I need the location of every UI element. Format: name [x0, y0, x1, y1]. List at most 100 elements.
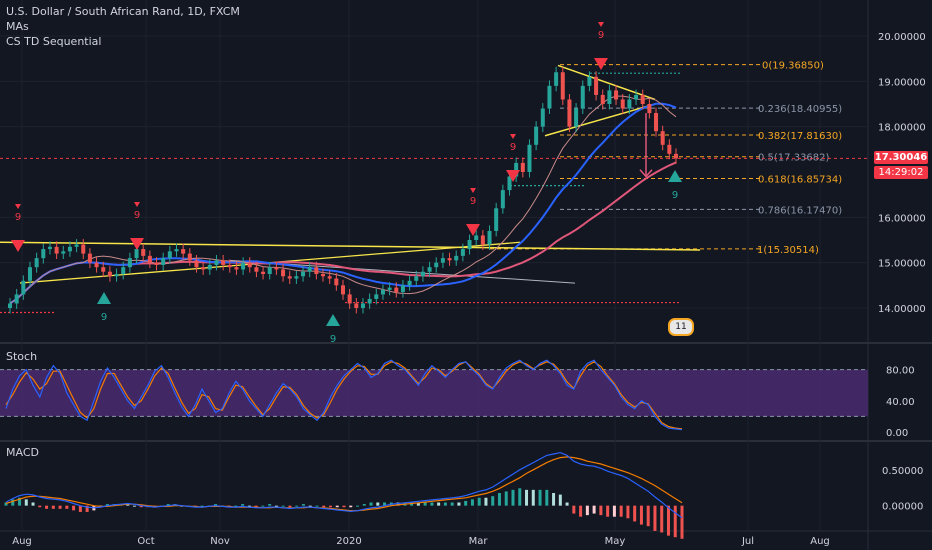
macd-histogram-bar	[511, 489, 515, 506]
macd-histogram-bar	[572, 505, 576, 514]
macd-histogram-bar	[416, 502, 420, 506]
candle-body	[587, 76, 592, 86]
td-sell-arrow	[466, 224, 480, 236]
news-badge[interactable]: 11	[668, 318, 694, 336]
td-count-label: 9	[598, 30, 604, 41]
candle-body	[154, 262, 159, 265]
td-count-label: 9	[15, 212, 21, 223]
indicator-mas[interactable]: MAs	[6, 20, 29, 33]
candle-body	[527, 144, 532, 172]
macd-histogram-bar	[626, 505, 630, 519]
triangle-lower	[544, 103, 656, 137]
fib-level-label: 0(19.36850)	[762, 61, 824, 72]
indicator-td-sequential[interactable]: CS TD Sequential	[6, 35, 102, 48]
macd-histogram-bar	[653, 505, 657, 531]
macd-tick-label: 0.50000	[882, 466, 923, 477]
macd-histogram-bar	[552, 493, 556, 506]
td-count-label: 9	[101, 312, 107, 323]
macd-histogram-bar	[78, 505, 82, 512]
macd-histogram-bar	[606, 505, 610, 517]
macd-histogram-bar	[599, 505, 603, 516]
candle-body	[600, 94, 605, 104]
macd-histogram-bar	[356, 505, 360, 507]
trend-line-horizontal	[0, 241, 701, 251]
candle-body	[380, 289, 385, 295]
candle-body	[81, 244, 86, 254]
price-tick-label: 20.00000	[878, 32, 926, 43]
candle-body	[241, 262, 246, 270]
countdown-tag: 14:29:02	[874, 166, 928, 179]
candle-body	[201, 267, 206, 270]
candle-body	[567, 99, 572, 127]
stoch-tick-label: 0.00	[886, 428, 908, 439]
price-tick-label: 16.00000	[878, 213, 926, 224]
candle-body	[34, 258, 39, 268]
macd-line	[5, 451, 683, 519]
triangle-upper	[557, 64, 656, 101]
macd-label[interactable]: MACD	[6, 446, 39, 459]
time-tick-label: May	[605, 536, 626, 547]
candle-body	[514, 162, 519, 177]
candle-body	[580, 85, 585, 109]
ma-fast-line	[9, 102, 677, 305]
candle-body	[67, 246, 72, 252]
candle-body	[647, 104, 652, 114]
candle-body	[294, 276, 299, 279]
td-sell-small-arrow	[470, 188, 476, 193]
td-count-label: 9	[510, 142, 516, 153]
macd-histogram-bar	[51, 505, 55, 509]
price-tick-label: 18.00000	[878, 123, 926, 134]
candle-body	[360, 303, 365, 308]
time-tick-label: 2020	[336, 536, 361, 547]
macd-histogram-bar	[261, 505, 265, 507]
macd-histogram-bar	[491, 496, 495, 506]
candle-body	[234, 267, 239, 270]
candle-body	[207, 264, 212, 270]
symbol-title[interactable]: U.S. Dollar / South African Rand, 1D, FX…	[6, 5, 240, 18]
fib-level-label: 0.236(18.40955)	[758, 104, 842, 115]
candle-body	[127, 258, 132, 268]
candle-body	[387, 287, 392, 290]
candle-body	[447, 258, 452, 261]
candle-body	[74, 244, 79, 247]
macd-histogram-bar	[4, 502, 8, 506]
candle-body	[147, 255, 152, 263]
candle-body	[101, 267, 106, 272]
td-sell-small-arrow	[598, 22, 604, 27]
candle-body	[667, 144, 672, 154]
candle-body	[114, 274, 119, 277]
candle-body	[327, 276, 332, 279]
macd-histogram-bar	[376, 502, 380, 506]
macd-histogram-bar	[139, 505, 143, 508]
fib-level-label: 0.618(16.85734)	[758, 174, 842, 185]
candle-body	[87, 253, 92, 263]
macd-histogram-bar	[437, 502, 441, 506]
projection-arrow-head	[639, 169, 653, 178]
candle-body	[660, 131, 665, 145]
macd-histogram-bar	[619, 505, 623, 517]
stoch-label[interactable]: Stoch	[6, 350, 38, 363]
candle-body	[454, 255, 459, 261]
macd-histogram-bar	[24, 499, 28, 506]
macd-histogram-bar	[58, 505, 62, 509]
candle-body	[500, 190, 505, 209]
candle-body	[21, 280, 26, 295]
macd-histogram-bar	[214, 504, 218, 506]
macd-histogram-bar	[38, 505, 42, 508]
macd-histogram-bar	[457, 502, 461, 506]
candle-body	[107, 271, 112, 277]
candle-body	[400, 285, 405, 293]
macd-histogram-bar	[369, 502, 373, 506]
candle-body	[221, 260, 226, 265]
macd-tick-label: 0.00000	[882, 502, 923, 513]
macd-histogram-bar	[633, 505, 637, 522]
candle-body	[414, 276, 419, 281]
macd-histogram-bar	[18, 497, 22, 506]
candle-body	[494, 208, 499, 231]
stoch-band	[0, 369, 868, 417]
candle-body	[673, 153, 679, 159]
td-sell-small-arrow	[510, 134, 516, 139]
fib-level-label: 0.786(16.17470)	[758, 205, 842, 216]
candle-body	[554, 72, 559, 86]
